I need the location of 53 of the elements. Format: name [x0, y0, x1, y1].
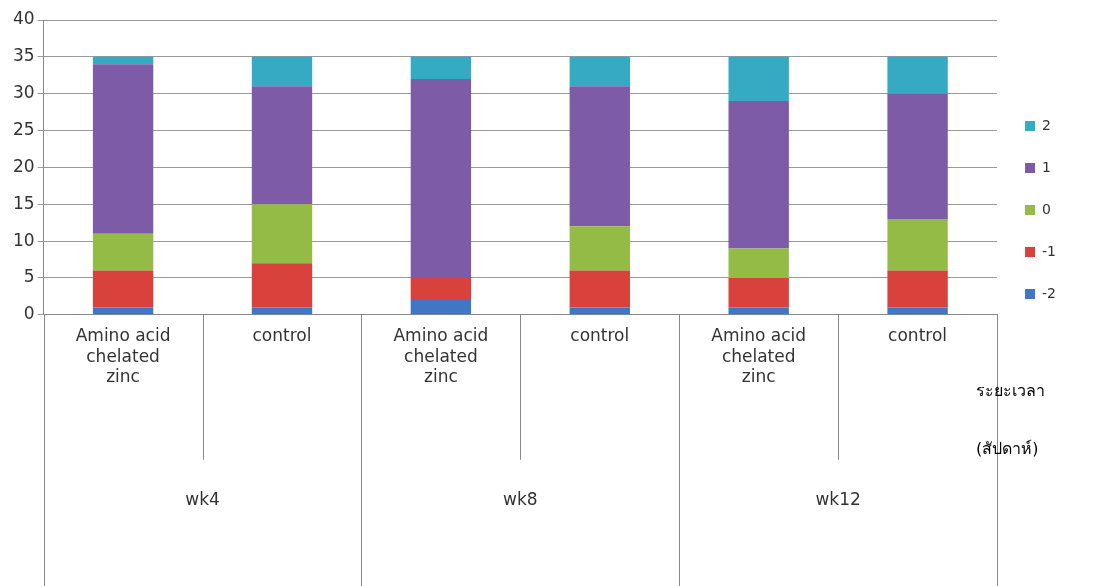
legend-label: 1	[1042, 158, 1051, 175]
x-tick-label: control	[570, 325, 630, 346]
bar	[251, 86, 313, 205]
x-tick-label: Amino acid chelated zinc	[75, 325, 171, 387]
bar	[569, 270, 630, 308]
y-tick-label: 40	[12, 8, 35, 29]
legend-label: -2	[1042, 284, 1057, 301]
bar	[728, 56, 789, 102]
bar	[92, 270, 154, 308]
legend-label: 2	[1042, 116, 1051, 133]
y-tick-label: 5	[23, 266, 35, 287]
y-tick-label: 0	[23, 303, 35, 324]
bar	[251, 307, 313, 315]
bar	[728, 101, 789, 249]
bar	[887, 307, 948, 315]
bar	[251, 56, 313, 87]
bar	[728, 248, 789, 278]
bar	[569, 307, 630, 315]
bar	[728, 277, 789, 308]
x-tick-label: Amino acid chelated zinc	[393, 325, 489, 387]
bar	[92, 64, 154, 234]
bar	[251, 204, 313, 264]
bar	[569, 226, 630, 271]
bar	[92, 233, 154, 271]
x-tick-label: Amino acid chelated zinc	[711, 325, 807, 387]
bar	[887, 218, 948, 271]
x-tick-label: control	[252, 325, 312, 346]
text: ระยะเวลา (สัปดาห์)	[976, 380, 1045, 458]
x-tick-label: control	[888, 325, 948, 346]
legend-label: 0	[1042, 200, 1051, 217]
text: wk4	[185, 489, 220, 510]
bar	[92, 307, 154, 315]
bar	[887, 93, 948, 219]
bar	[92, 56, 154, 65]
bar	[410, 56, 472, 79]
legend-label: -1	[1042, 242, 1057, 259]
bar	[728, 307, 789, 315]
bar	[251, 263, 313, 308]
bar	[569, 86, 630, 227]
y-tick-label: 30	[12, 82, 35, 103]
y-tick-label: 15	[12, 192, 35, 213]
y-tick-label: 10	[12, 229, 35, 250]
bar	[410, 277, 472, 301]
y-tick-label: 20	[12, 155, 35, 176]
y-tick-label: 25	[12, 118, 35, 139]
text: wk12	[815, 489, 861, 510]
bar	[410, 78, 472, 278]
text: wk8	[503, 489, 538, 510]
bar	[887, 56, 948, 94]
y-tick-label: 35	[12, 45, 35, 66]
bar	[569, 56, 630, 87]
bar	[887, 270, 948, 308]
bar	[410, 300, 472, 315]
